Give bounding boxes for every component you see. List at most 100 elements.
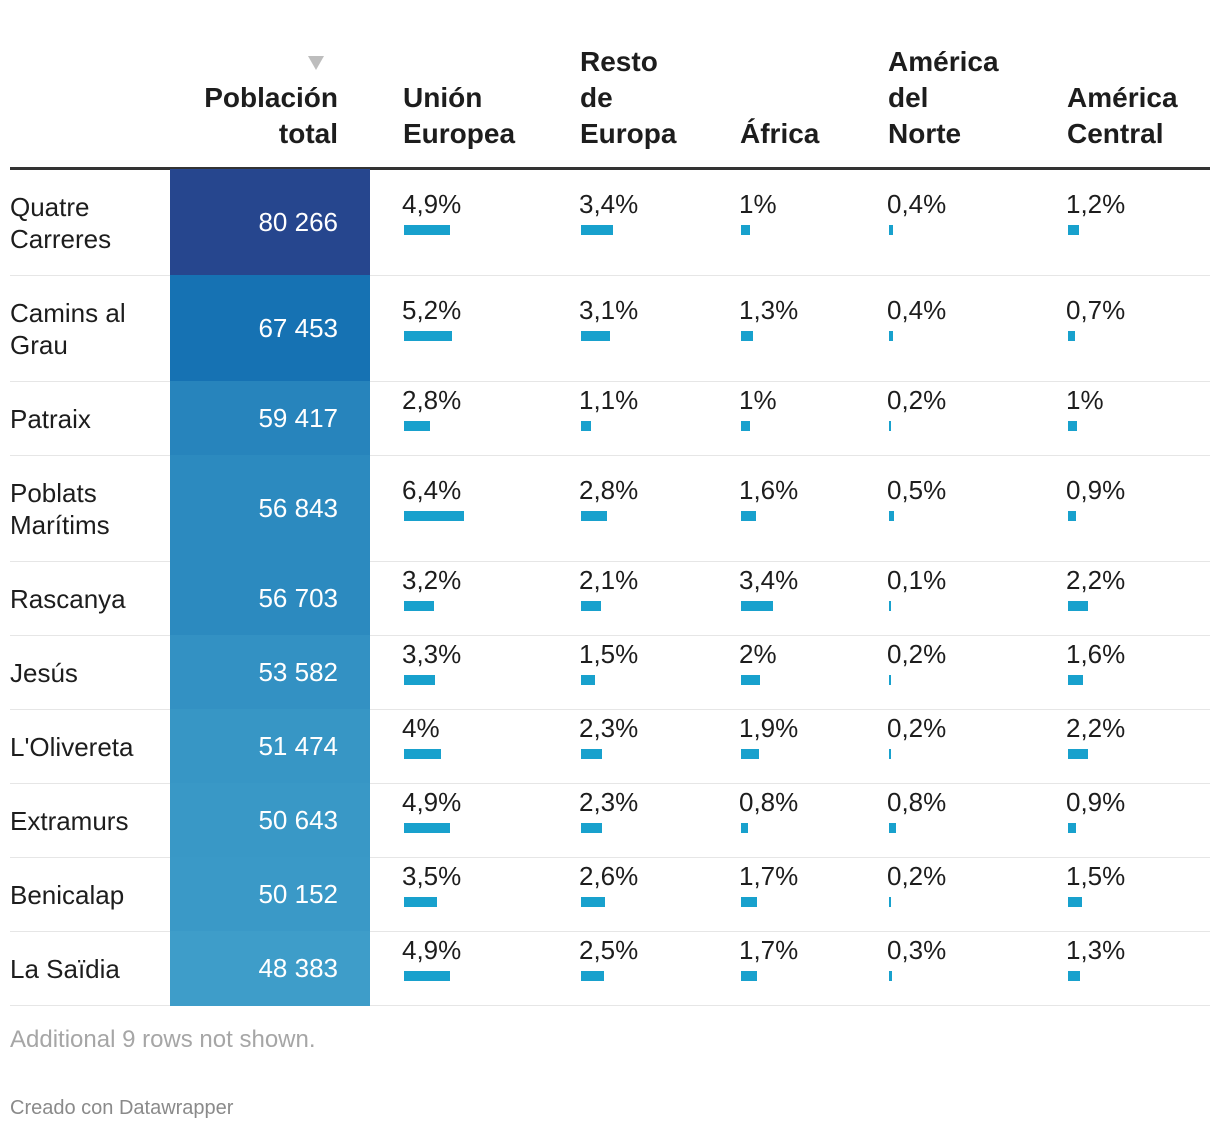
union-europea-cell: 3,5% (402, 858, 552, 931)
africa-bar (741, 330, 753, 341)
resto-de-europa-cell: 3,1% (579, 276, 729, 381)
africa-value: 1,7% (739, 860, 799, 891)
union-europea-cell: 3,2% (402, 562, 552, 635)
africa-bar (741, 674, 760, 685)
header-poblacion-total[interactable]: Población total (204, 82, 338, 149)
poblacion-total-cell: 51 474 (170, 709, 370, 784)
africa-cell: 3,4% (739, 562, 889, 635)
america-del-norte-bar (889, 896, 891, 907)
resto-de-europa-cell: 1,5% (579, 636, 729, 709)
africa-bar (741, 896, 757, 907)
america-del-norte-cell: 0,2% (887, 710, 1037, 783)
america-central-value: 1,3% (1066, 934, 1126, 965)
america-del-norte-bar (889, 822, 896, 833)
union-europea-bar (404, 224, 450, 235)
america-del-norte-value: 0,2% (887, 638, 947, 669)
resto-de-europa-cell: 2,5% (579, 932, 729, 1005)
table-row: Poblats Marítims 56 843 6,4% 2,8% 1,6% 0,5% 0,… (10, 455, 1210, 562)
resto-de-europa-value: 2,6% (579, 860, 639, 891)
america-del-norte-bar (889, 224, 893, 235)
america-central-value: 0,7% (1066, 294, 1126, 325)
resto-de-europa-cell: 2,3% (579, 710, 729, 783)
table-row: Jesús 53 582 3,3% 1,5% 2% 0,2% 1,6% (10, 635, 1210, 710)
africa-bar (741, 510, 756, 521)
union-europea-value: 3,5% (402, 860, 462, 891)
union-europea-bar (404, 330, 452, 341)
america-del-norte-cell: 0,2% (887, 636, 1037, 709)
table-body: Quatre Carreres 80 266 4,9% 3,4% 1% 0,4% 1,2% C… (10, 169, 1210, 1006)
america-central-bar (1068, 970, 1080, 981)
resto-de-europa-value: 2,8% (579, 474, 639, 505)
africa-cell: 1,3% (739, 276, 889, 381)
america-central-cell: 1,5% (1066, 858, 1216, 931)
union-europea-cell: 4,9% (402, 784, 552, 857)
table-row: Quatre Carreres 80 266 4,9% 3,4% 1% 0,4% 1,2% (10, 169, 1210, 276)
union-europea-value: 4% (402, 712, 440, 743)
table-row: Rascanya 56 703 3,2% 2,1% 3,4% 0,1% 2,2% (10, 561, 1210, 636)
america-del-norte-value: 0,2% (887, 384, 947, 415)
america-central-cell: 1% (1066, 382, 1216, 455)
header-america-central[interactable]: América Central (1067, 82, 1178, 149)
datawrapper-credit[interactable]: Creado con Datawrapper (10, 1097, 234, 1119)
africa-value: 1,7% (739, 934, 799, 965)
header-america-del-norte[interactable]: América del Norte (888, 46, 999, 149)
data-table: Población total Unión Europea Resto de E… (10, 0, 1210, 1006)
resto-de-europa-value: 3,4% (579, 188, 639, 219)
africa-value: 0,8% (739, 786, 799, 817)
union-europea-value: 5,2% (402, 294, 462, 325)
america-central-bar (1068, 822, 1076, 833)
resto-de-europa-value: 1,5% (579, 638, 639, 669)
poblacion-total-cell: 56 843 (170, 455, 370, 562)
resto-de-europa-bar (581, 224, 613, 235)
america-del-norte-bar (889, 600, 891, 611)
district-name: Camins al Grau (10, 297, 126, 360)
resto-de-europa-bar (581, 822, 602, 833)
resto-de-europa-bar (581, 748, 602, 759)
africa-cell: 1,7% (739, 858, 889, 931)
america-del-norte-bar (889, 674, 891, 685)
america-central-value: 1,6% (1066, 638, 1126, 669)
america-central-cell: 2,2% (1066, 710, 1216, 783)
district-name: Extramurs (10, 805, 129, 836)
america-del-norte-cell: 0,5% (887, 456, 1037, 561)
america-central-cell: 0,9% (1066, 784, 1216, 857)
resto-de-europa-value: 2,1% (579, 564, 639, 595)
resto-de-europa-bar (581, 970, 604, 981)
africa-cell: 2% (739, 636, 889, 709)
america-central-cell: 2,2% (1066, 562, 1216, 635)
america-del-norte-bar (889, 420, 891, 431)
america-del-norte-value: 0,1% (887, 564, 947, 595)
africa-bar (741, 420, 750, 431)
district-name: L'Olivereta (10, 731, 134, 762)
union-europea-bar (404, 822, 450, 833)
table-row: Patraix 59 417 2,8% 1,1% 1% 0,2% 1% (10, 381, 1210, 456)
america-del-norte-bar (889, 748, 891, 759)
africa-bar (741, 822, 748, 833)
poblacion-total-cell: 48 383 (170, 931, 370, 1006)
resto-de-europa-cell: 3,4% (579, 170, 729, 275)
resto-de-europa-value: 2,5% (579, 934, 639, 965)
table-row: Benicalap 50 152 3,5% 2,6% 1,7% 0,2% 1,5% (10, 857, 1210, 932)
america-del-norte-cell: 0,1% (887, 562, 1037, 635)
resto-de-europa-bar (581, 674, 595, 685)
poblacion-total-cell: 80 266 (170, 169, 370, 276)
header-resto-de-europa[interactable]: Resto de Europa (580, 46, 677, 149)
america-central-cell: 0,7% (1066, 276, 1216, 381)
union-europea-value: 6,4% (402, 474, 462, 505)
header-union-europea[interactable]: Unión Europea (403, 82, 516, 149)
header-rule (10, 167, 1210, 170)
america-central-value: 0,9% (1066, 786, 1126, 817)
sort-descending-icon[interactable] (308, 56, 324, 70)
africa-value: 2% (739, 638, 777, 669)
header-africa[interactable]: África (740, 118, 820, 149)
district-name: Patraix (10, 403, 91, 434)
union-europea-value: 2,8% (402, 384, 462, 415)
america-del-norte-cell: 0,4% (887, 170, 1037, 275)
district-name: Quatre Carreres (10, 191, 112, 254)
america-central-value: 1,5% (1066, 860, 1126, 891)
america-central-cell: 1,6% (1066, 636, 1216, 709)
africa-value: 3,4% (739, 564, 799, 595)
america-del-norte-cell: 0,2% (887, 382, 1037, 455)
union-europea-cell: 3,3% (402, 636, 552, 709)
resto-de-europa-cell: 2,8% (579, 456, 729, 561)
